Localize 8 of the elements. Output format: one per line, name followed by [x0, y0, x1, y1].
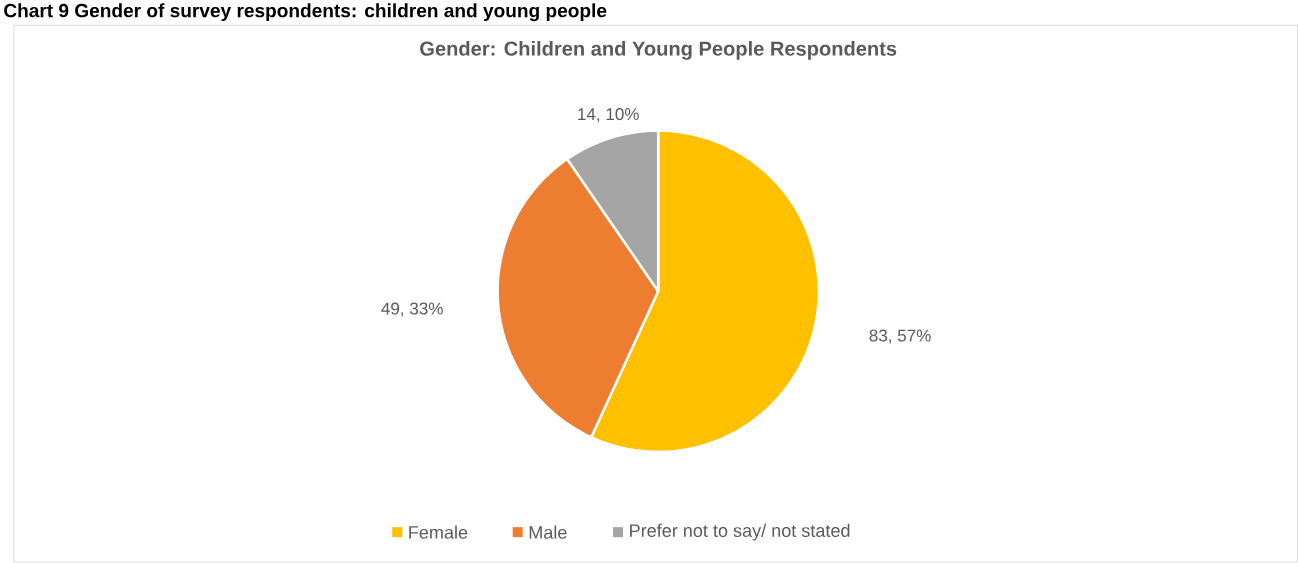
legend-label: Prefer not to say/ not stated	[630, 523, 850, 541]
caption: Chart 9 Gender of survey respondents: children and young people	[4, 3, 607, 22]
legend-label: Female	[409, 525, 468, 539]
data-label: 83, 57%	[869, 329, 931, 344]
data-label: 14, 10%	[578, 108, 639, 123]
data-label: 49, 33%	[381, 302, 443, 317]
legend-label: Male	[529, 525, 567, 539]
chart-title: Gender: Children and Young People Respondents	[420, 41, 897, 60]
